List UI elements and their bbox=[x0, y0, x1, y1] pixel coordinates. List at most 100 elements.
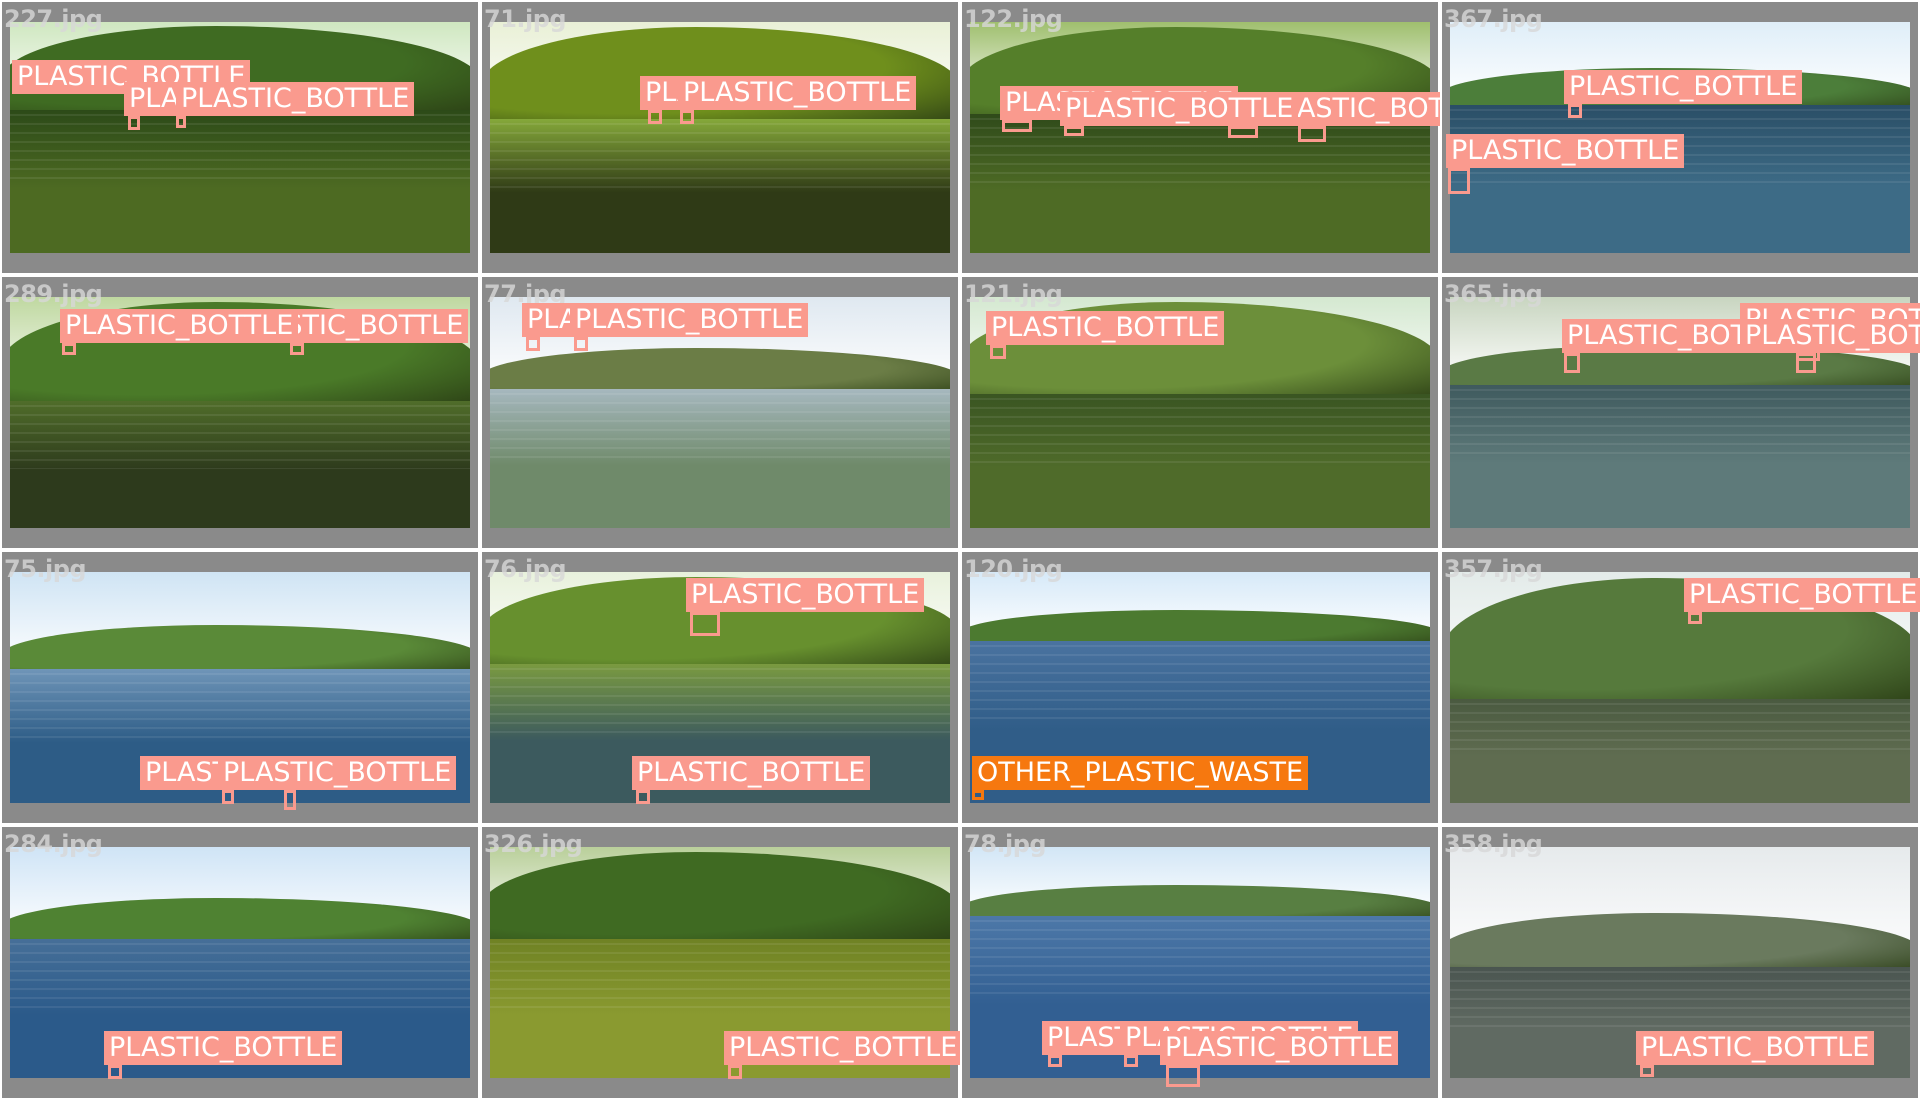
reflection bbox=[490, 943, 950, 1013]
plastic-bottle-label: PLASTIC_BOTTLE bbox=[104, 1031, 343, 1065]
river-photo bbox=[10, 22, 470, 253]
reflection bbox=[970, 118, 1430, 188]
reflection bbox=[970, 920, 1430, 1001]
detection-box bbox=[1048, 1055, 1062, 1067]
detection-box bbox=[1448, 168, 1470, 194]
filename-label: 120.jpg bbox=[964, 555, 1063, 583]
reflection bbox=[970, 645, 1430, 726]
image-tile: 367.jpg PLASTIC_BOTTLE PLASTIC_BOTTLE bbox=[1440, 0, 1920, 275]
water bbox=[970, 394, 1430, 528]
image-tile: 358.jpg PLASTIC_BOTTLE bbox=[1440, 825, 1920, 1100]
filename-label: 326.jpg bbox=[484, 830, 583, 858]
image-tile: 122.jpgPLASTIC_BOTTLEPLASTIC_BOTTLEPLAST… bbox=[960, 0, 1440, 275]
detection-box bbox=[648, 110, 662, 124]
plastic-bottle-label: PLASTIC_BOTTLE bbox=[570, 303, 809, 337]
water bbox=[970, 114, 1430, 253]
plastic-bottle-label: PLASTIC_BOTTLE bbox=[724, 1031, 960, 1065]
detection-box bbox=[1002, 120, 1032, 132]
reflection bbox=[10, 114, 470, 186]
plastic-bottle-label: PLASTIC_BOTTLE bbox=[986, 311, 1225, 345]
plastic-bottle-label: PLASTIC_BOTTLE bbox=[1160, 1031, 1399, 1065]
plastic-bottle-label: PLASTIC_BOTTLE bbox=[1446, 134, 1685, 168]
detection-box bbox=[1228, 126, 1258, 138]
plastic-bottle-label: PLASTIC_BOTTLE bbox=[632, 756, 871, 790]
detection-box bbox=[990, 345, 1006, 359]
image-tile: 289.jpg PLASTIC_BOTTLE PLASTIC_BOTTLE bbox=[0, 275, 480, 550]
river-photo bbox=[1450, 22, 1910, 253]
plastic-bottle-label: PLASTIC_BOTTLE bbox=[218, 756, 457, 790]
river-photo bbox=[970, 22, 1430, 253]
detection-box bbox=[1564, 353, 1580, 373]
river-photo bbox=[490, 847, 950, 1078]
image-tile: 78.jpgPLASTIC_BOTTLEPLASTIC_BOTTLEPLASTI… bbox=[960, 825, 1440, 1100]
filename-label: 76.jpg bbox=[484, 555, 567, 583]
reflection bbox=[1450, 971, 1910, 1027]
reflection bbox=[490, 123, 950, 190]
image-tile: 121.jpg PLASTIC_BOTTLE bbox=[960, 275, 1440, 550]
water bbox=[10, 401, 470, 528]
reflection bbox=[490, 393, 950, 463]
filename-label: 71.jpg bbox=[484, 5, 567, 33]
detection-box bbox=[1298, 126, 1326, 142]
filename-label: 77.jpg bbox=[484, 280, 567, 308]
filename-label: 227.jpg bbox=[4, 5, 103, 33]
tree-line bbox=[10, 625, 470, 677]
detection-box bbox=[128, 116, 140, 130]
detection-box bbox=[526, 337, 540, 351]
filename-label: 75.jpg bbox=[4, 555, 87, 583]
detection-box bbox=[222, 790, 234, 804]
reflection bbox=[10, 673, 470, 740]
filename-label: 365.jpg bbox=[1444, 280, 1543, 308]
water bbox=[490, 389, 950, 528]
plastic-bottle-label: PLASTIC_BOTTLE bbox=[176, 82, 415, 116]
image-tile: 227.jpgPLASTIC_BOTTLEPLASTIC_BOTTLEPLAST… bbox=[0, 0, 480, 275]
detection-box bbox=[108, 1065, 122, 1079]
filename-label: 122.jpg bbox=[964, 5, 1063, 33]
detection-box bbox=[62, 343, 76, 355]
plastic-bottle-label: PLASTIC_BOTTLE bbox=[1684, 578, 1920, 612]
image-tile: 284.jpg PLASTIC_BOTTLE bbox=[0, 825, 480, 1100]
image-tile: 357.jpg PLASTIC_BOTTLE bbox=[1440, 550, 1920, 825]
river-photo bbox=[10, 297, 470, 528]
tree-line bbox=[490, 348, 950, 397]
reflection bbox=[10, 405, 470, 469]
plastic-bottle-label: PLASTIC_BOTTLE bbox=[678, 76, 917, 110]
water bbox=[1450, 699, 1910, 803]
reflection bbox=[970, 398, 1430, 465]
plastic-bottle-label: PLASTIC_BOTTLE bbox=[1060, 92, 1299, 126]
detection-box bbox=[1064, 126, 1084, 136]
other-plastic-waste-label: OTHER_PLASTIC_WASTE bbox=[972, 756, 1309, 790]
detection-box bbox=[1640, 1065, 1654, 1077]
water bbox=[10, 110, 470, 253]
detection-box bbox=[176, 116, 186, 128]
filename-label: 78.jpg bbox=[964, 830, 1047, 858]
plastic-bottle-label: PLASTIC_BOTTLE bbox=[1636, 1031, 1875, 1065]
detection-box bbox=[284, 790, 296, 810]
reflection bbox=[1450, 703, 1910, 755]
water bbox=[1450, 385, 1910, 528]
detection-box bbox=[1568, 104, 1582, 118]
filename-label: 284.jpg bbox=[4, 830, 103, 858]
detection-box bbox=[690, 612, 720, 636]
plastic-bottle-label: PLASTIC_BOTTLE bbox=[686, 578, 925, 612]
image-tile: 326.jpg PLASTIC_BOTTLE bbox=[480, 825, 960, 1100]
reflection bbox=[490, 668, 950, 738]
filename-label: 121.jpg bbox=[964, 280, 1063, 308]
detection-box bbox=[290, 343, 304, 355]
plastic-bottle-label: PLASTIC_BOTTLE bbox=[1740, 319, 1920, 353]
detection-box bbox=[728, 1065, 742, 1079]
image-tile: 120.jpg OTHER_PLASTIC_WASTE bbox=[960, 550, 1440, 825]
river-photo bbox=[1450, 847, 1910, 1078]
detection-box bbox=[1124, 1055, 1138, 1067]
filename-label: 357.jpg bbox=[1444, 555, 1543, 583]
filename-label: 367.jpg bbox=[1444, 5, 1543, 33]
image-tile: 76.jpg PLASTIC_BOTTLE PLASTIC_BOTTLE bbox=[480, 550, 960, 825]
detection-box bbox=[1166, 1065, 1200, 1087]
detection-box bbox=[680, 110, 694, 124]
plastic-bottle-label: PLASTIC_BOTTLE bbox=[1564, 70, 1803, 104]
filename-label: 289.jpg bbox=[4, 280, 103, 308]
